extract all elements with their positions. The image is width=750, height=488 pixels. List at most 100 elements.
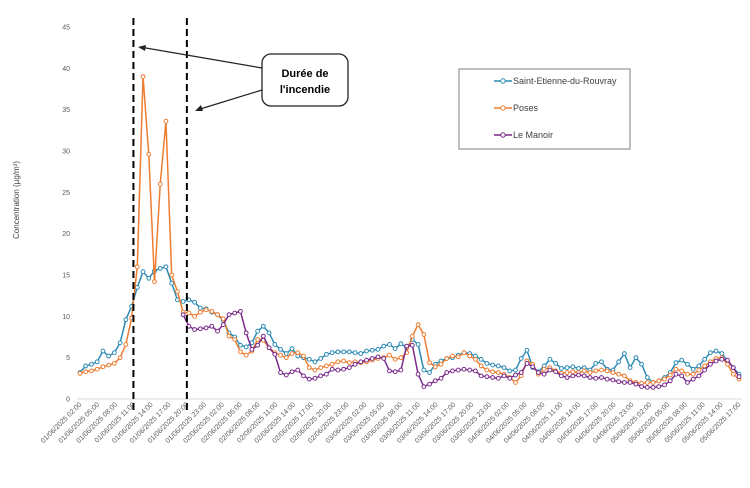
callout-arrowhead-end — [195, 105, 203, 111]
data-point — [599, 367, 604, 373]
data-point — [501, 373, 507, 379]
data-point — [621, 373, 627, 379]
data-point — [530, 364, 536, 370]
data-point — [392, 369, 398, 375]
data-point — [650, 380, 656, 385]
data-point — [490, 369, 495, 375]
data-point — [100, 364, 106, 370]
data-point — [89, 361, 94, 367]
y-tick-label: 10 — [62, 314, 70, 321]
data-point — [398, 341, 404, 347]
data-point — [77, 370, 83, 376]
data-point — [495, 363, 501, 369]
data-point — [197, 326, 203, 332]
data-point — [163, 118, 169, 124]
data-point — [616, 359, 622, 365]
data-point — [278, 352, 283, 358]
data-point — [667, 378, 673, 384]
data-point — [243, 344, 249, 350]
data-point — [392, 356, 398, 362]
data-point — [427, 360, 432, 366]
data-point — [352, 350, 358, 356]
data-point — [123, 342, 129, 347]
data-point — [507, 368, 513, 374]
y-tick-label: 0 — [66, 397, 70, 404]
data-point — [667, 372, 673, 378]
data-point — [461, 366, 467, 372]
data-point — [518, 370, 524, 375]
data-point — [381, 356, 387, 361]
data-point — [427, 370, 432, 375]
data-point — [730, 371, 736, 377]
data-point — [662, 382, 667, 388]
data-point — [730, 365, 736, 370]
data-point — [255, 342, 261, 348]
data-point — [702, 367, 708, 373]
data-point — [467, 367, 473, 373]
data-point — [215, 312, 220, 318]
data-point — [157, 265, 163, 271]
series-layer — [77, 74, 742, 390]
data-point — [650, 385, 656, 390]
data-point — [627, 380, 633, 385]
data-point — [581, 368, 587, 374]
data-point — [324, 371, 329, 377]
series-2 — [77, 74, 742, 386]
data-point — [673, 366, 679, 372]
y-tick-label: 45 — [62, 25, 70, 32]
data-point — [243, 330, 249, 336]
data-point — [272, 342, 278, 347]
data-point — [679, 368, 685, 374]
data-point — [593, 361, 599, 366]
data-point — [507, 375, 513, 381]
data-point — [610, 370, 616, 375]
data-point — [685, 371, 690, 377]
legend-swatch-marker — [500, 78, 506, 84]
data-point — [157, 181, 163, 187]
data-point — [415, 322, 421, 328]
y-tick-label: 35 — [62, 107, 70, 114]
callout-box — [261, 53, 349, 107]
data-point — [513, 372, 518, 378]
data-point — [427, 381, 432, 387]
data-point — [610, 377, 616, 383]
data-point — [478, 363, 484, 369]
data-point — [719, 356, 725, 362]
data-point — [404, 343, 410, 349]
data-point — [690, 371, 696, 377]
data-point — [593, 368, 599, 374]
callout-arrowhead-start — [138, 45, 146, 51]
data-point — [381, 343, 387, 349]
data-point — [260, 323, 266, 329]
legend-swatch-marker — [500, 105, 506, 111]
data-point — [438, 375, 444, 381]
data-point — [444, 370, 450, 375]
data-point — [696, 363, 702, 369]
data-point — [324, 363, 329, 369]
data-point — [312, 359, 318, 365]
data-point — [455, 354, 461, 360]
data-point — [536, 370, 541, 375]
data-point — [180, 312, 186, 318]
data-point — [639, 384, 644, 390]
data-point — [341, 349, 347, 355]
data-point — [83, 369, 89, 375]
data-point — [117, 355, 123, 361]
callout-arrow-end — [196, 89, 263, 111]
data-point — [690, 366, 696, 372]
data-point — [186, 310, 192, 316]
data-point — [226, 333, 232, 339]
data-point — [306, 365, 312, 370]
data-point — [415, 342, 421, 347]
data-point — [289, 369, 295, 375]
data-point — [266, 330, 272, 336]
series-3 — [180, 308, 742, 390]
data-point — [587, 375, 593, 380]
data-point — [564, 365, 570, 370]
data-point — [192, 327, 198, 332]
data-point — [513, 380, 518, 385]
data-point — [358, 359, 364, 365]
data-point — [644, 380, 650, 385]
data-point — [604, 368, 610, 374]
